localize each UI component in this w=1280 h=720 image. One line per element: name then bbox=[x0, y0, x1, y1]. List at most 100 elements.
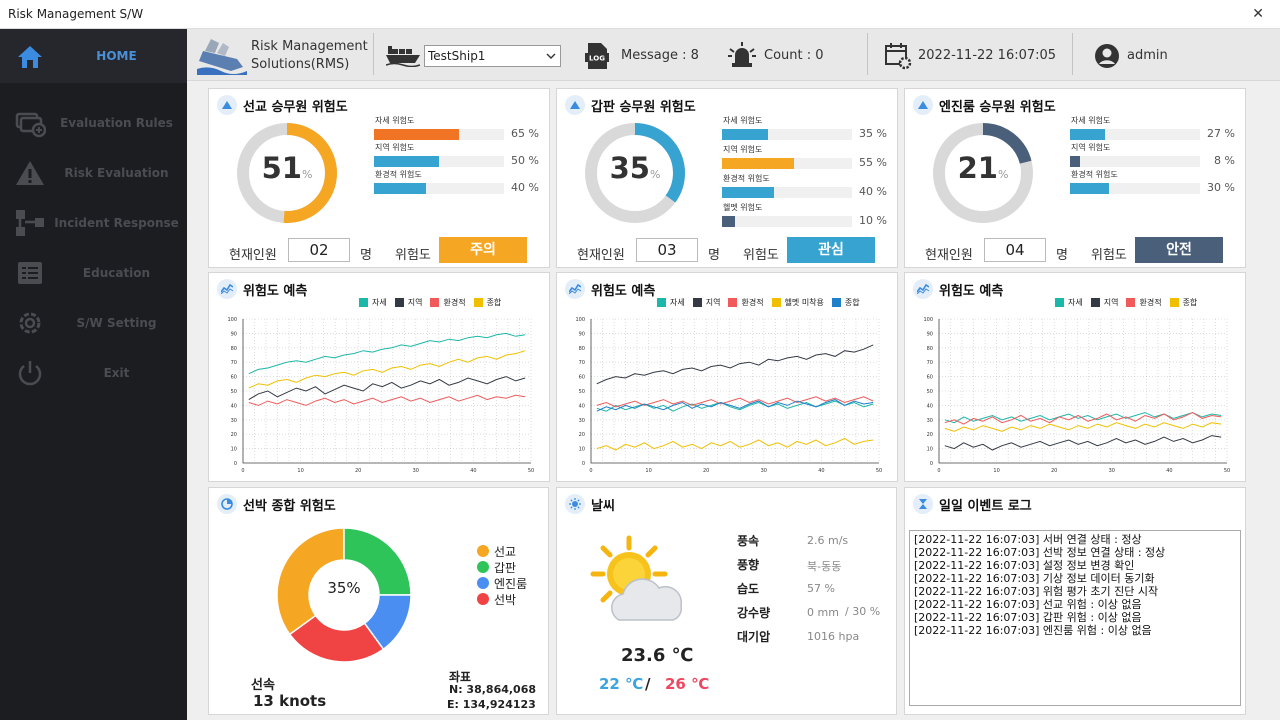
chart-axis bbox=[938, 319, 1227, 464]
y-tick-label: 50 bbox=[231, 389, 237, 395]
y-tick-label: 40 bbox=[927, 403, 933, 409]
sidebar-item-label: HOME bbox=[96, 49, 137, 63]
crew-risk-gauge-arc bbox=[585, 123, 685, 223]
header-divider bbox=[867, 33, 868, 75]
crew-count-unit: 명 bbox=[1056, 248, 1068, 263]
series-line bbox=[596, 437, 874, 451]
deck-icon bbox=[565, 95, 585, 115]
coord-east: E: 134,924123 bbox=[447, 698, 536, 711]
legend-item: 종합 bbox=[1169, 297, 1198, 308]
x-tick-label: 30 bbox=[761, 468, 767, 474]
crew-bar-label: 자세 위험도 bbox=[375, 116, 415, 125]
y-tick-label: 90 bbox=[231, 331, 237, 337]
x-tick-label: 10 bbox=[645, 468, 651, 474]
user-avatar-icon[interactable] bbox=[1094, 43, 1120, 69]
event-log-list[interactable]: [2022-11-22 16:07:03] 서버 연결 상태 : 정상 [2022… bbox=[909, 530, 1241, 706]
crew-count-label: 현재인원 bbox=[577, 248, 625, 263]
legend-swatch bbox=[473, 298, 483, 307]
crew-risk-panel: 갑판 승무원 위험도 35% 자세 위험도 35 % 지역 위험도 55 % 환경적… bbox=[556, 88, 898, 268]
alarm-count[interactable]: Count : 0 bbox=[764, 48, 824, 63]
weather-row-label: 강수량 bbox=[737, 606, 771, 620]
crew-risk-gauge-value: 21 bbox=[957, 151, 998, 185]
sidebar-item-exit[interactable]: Exit bbox=[0, 350, 187, 396]
x-tick-label: 40 bbox=[470, 468, 476, 474]
close-icon[interactable]: ✕ bbox=[1252, 6, 1264, 22]
crew-count-value: 02 bbox=[288, 238, 350, 262]
pie-legend-item: 선박 bbox=[477, 591, 527, 607]
series-line bbox=[944, 435, 1222, 451]
sidebar-item-sw-setting[interactable]: S/W Setting bbox=[0, 300, 187, 346]
sidebar-item-education[interactable]: Education bbox=[0, 250, 187, 296]
weather-row-label: 풍속 bbox=[737, 534, 760, 548]
home-icon bbox=[18, 46, 42, 68]
y-tick-label: 20 bbox=[231, 432, 237, 438]
weather-row-value: 북-동동 bbox=[807, 560, 842, 573]
crew-bar-percent: 55 % bbox=[859, 156, 887, 169]
legend-swatch bbox=[728, 298, 738, 307]
log-icon[interactable]: LOG bbox=[585, 42, 609, 70]
weather-row-extra: / 30 % bbox=[845, 605, 881, 618]
series-line bbox=[248, 350, 526, 389]
alarm-icon[interactable] bbox=[726, 41, 758, 69]
header-divider bbox=[1072, 33, 1073, 75]
engine-icon bbox=[913, 95, 933, 115]
top-header: Risk Management Solutions(RMS) TestShip1… bbox=[187, 29, 1280, 81]
ship-select[interactable]: TestShip1 bbox=[424, 45, 561, 67]
legend-label: 자세 bbox=[372, 298, 387, 307]
x-tick-label: 50 bbox=[876, 468, 882, 474]
sidebar-item-evaluation-rules[interactable]: Evaluation Rules bbox=[0, 100, 187, 146]
legend-swatch bbox=[359, 298, 368, 307]
sidebar-item-incident-response[interactable]: Incident Response bbox=[0, 200, 187, 246]
crew-bar-track bbox=[374, 129, 504, 140]
legend-label: 종합 bbox=[1182, 298, 1198, 307]
y-tick-label: 80 bbox=[579, 346, 585, 352]
crew-bar-percent: 27 % bbox=[1207, 127, 1235, 140]
crew-bar-track bbox=[1070, 156, 1200, 167]
chart-axis bbox=[590, 319, 879, 464]
window-titlebar: Risk Management S/W ✕ bbox=[0, 0, 1280, 29]
panel-title: 갑판 승무원 위험도 bbox=[565, 95, 696, 115]
y-tick-label: 30 bbox=[927, 418, 933, 424]
weather-row-value: 57 % bbox=[807, 582, 835, 595]
legend-item: 헬멧 미착용 bbox=[771, 297, 824, 308]
event-log-line: [2022-11-22 16:07:03] 갑판 위험 : 이상 없음 bbox=[914, 611, 1142, 624]
y-tick-label: 70 bbox=[231, 360, 237, 366]
sidebar-item-label: Evaluation Rules bbox=[60, 116, 173, 130]
y-tick-label: 70 bbox=[579, 360, 585, 366]
legend-label: 엔진룸 bbox=[494, 576, 528, 591]
current-datetime: 2022-11-22 16:07:05 bbox=[918, 48, 1057, 63]
legend-swatch bbox=[657, 298, 666, 307]
message-count[interactable]: Message : 8 bbox=[621, 48, 699, 63]
event-log-line: [2022-11-22 16:07:03] 기상 정보 데이터 동기화 bbox=[914, 572, 1155, 585]
ship-risk-title: 선박 종합 위험도 bbox=[243, 498, 336, 514]
sidebar-item-risk-evaluation[interactable]: Risk Evaluation bbox=[0, 150, 187, 196]
legend-swatch bbox=[430, 298, 440, 307]
forecast-line-chart: 0 10 20 30 40 50 60 70 80 90 100 0 10 20 30 40 50 bbox=[575, 317, 882, 474]
pie-legend-item: 엔진룸 bbox=[477, 575, 527, 591]
risk-forecast-panel: 위험도 예측 자세 지역 환경적 종합 0 10 20 30 40 50 60 70 80 90 100 0 10… bbox=[208, 272, 550, 482]
crew-bar-track bbox=[722, 187, 852, 198]
y-tick-label: 50 bbox=[579, 389, 585, 395]
series-line bbox=[944, 422, 1222, 432]
forecast-line-chart: 0 10 20 30 40 50 60 70 80 90 100 0 10 20 30 40 50 bbox=[227, 317, 534, 474]
y-tick-label: 40 bbox=[579, 403, 585, 409]
legend-item: 환경적 bbox=[430, 297, 466, 308]
sidebar-item-home[interactable]: HOME bbox=[0, 29, 187, 83]
x-tick-label: 20 bbox=[1051, 468, 1057, 474]
x-tick-label: 0 bbox=[589, 468, 592, 474]
weather-row-value: 0 mm bbox=[807, 606, 839, 619]
user-name[interactable]: admin bbox=[1127, 48, 1168, 63]
legend-item: 자세 bbox=[1055, 297, 1083, 308]
legend-label: 헬멧 미착용 bbox=[784, 298, 824, 307]
chart-axis bbox=[242, 319, 531, 464]
pie-legend-item: 선교 bbox=[477, 543, 527, 559]
crew-bar-percent: 35 % bbox=[859, 127, 887, 140]
ship-risk-center-value: 35% bbox=[327, 579, 361, 597]
weather-temperature: 23.6 ℃ bbox=[621, 645, 694, 666]
sidebar-item-label: Education bbox=[82, 266, 151, 280]
legend-dot bbox=[477, 577, 489, 589]
y-tick-label: 50 bbox=[927, 389, 933, 395]
legend-item: 자세 bbox=[657, 297, 685, 308]
donut-slice bbox=[288, 614, 385, 663]
event-log-line: [2022-11-22 16:07:03] 서버 연결 상태 : 정상 bbox=[914, 533, 1142, 546]
